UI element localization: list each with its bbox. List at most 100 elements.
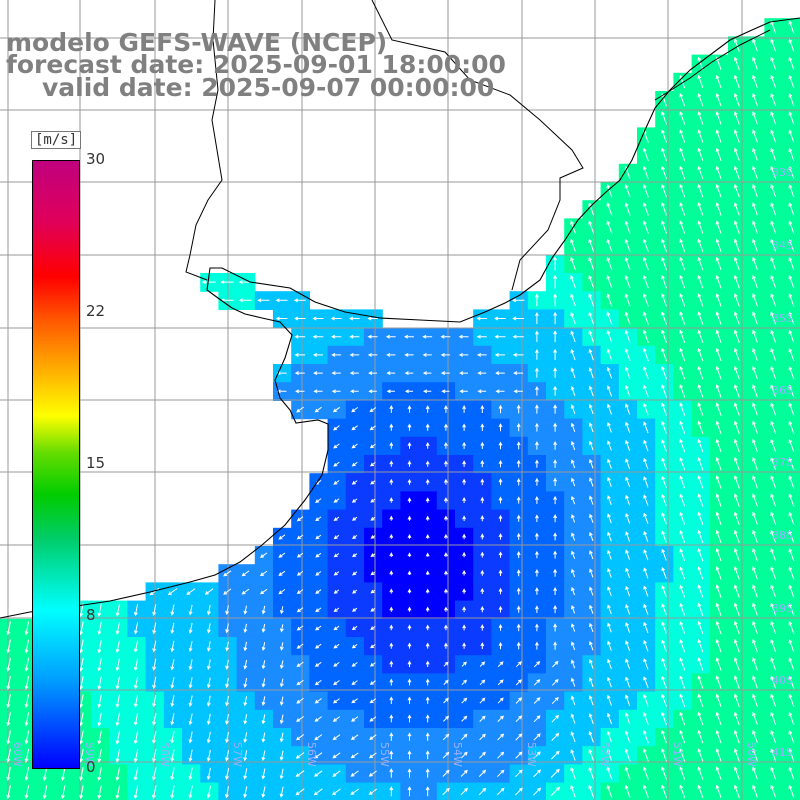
- wind-arrow: [79, 730, 84, 745]
- wind-arrow: [553, 568, 558, 577]
- wind-arrow: [642, 784, 649, 798]
- wind-arrow: [170, 767, 175, 781]
- wind-arrow: [443, 624, 448, 631]
- wind-arrow: [697, 56, 704, 70]
- wind-arrow: [480, 404, 485, 413]
- wind-arrow: [152, 694, 157, 708]
- wind-arrow: [332, 752, 341, 759]
- wind-arrow: [715, 165, 722, 180]
- wind-arrow: [788, 74, 795, 89]
- wind-arrow: [643, 512, 649, 524]
- wind-arrow: [697, 129, 704, 143]
- wind-arrow: [494, 334, 506, 339]
- wind-arrow: [607, 658, 612, 670]
- title-model: modelo GEFS-WAVE (NCEP): [6, 28, 388, 57]
- wind-arrow: [606, 748, 613, 762]
- wind-arrow: [479, 679, 486, 686]
- wind-arrow: [188, 785, 193, 799]
- wind-arrow: [349, 371, 359, 376]
- wind-arrow: [733, 766, 740, 780]
- wind-arrow: [407, 768, 412, 778]
- wind-arrow: [206, 749, 211, 762]
- wind-arrow: [752, 438, 758, 453]
- wind-arrow: [152, 767, 157, 781]
- wind-arrow: [534, 623, 539, 632]
- wind-arrow: [534, 422, 539, 432]
- wind-arrow: [752, 493, 758, 507]
- wind-arrow: [607, 604, 612, 615]
- latitude-label: 41S: [772, 746, 793, 759]
- wind-arrow: [315, 552, 322, 558]
- wind-arrow: [752, 202, 758, 216]
- wind-arrow: [243, 750, 248, 762]
- wind-arrow: [606, 366, 613, 379]
- wind-arrow: [606, 712, 613, 725]
- coastline: [0, 0, 800, 619]
- wind-arrow: [570, 659, 576, 669]
- wind-arrow: [479, 733, 486, 741]
- wind-arrow: [752, 275, 758, 289]
- wind-arrow: [534, 385, 539, 396]
- wind-arrow: [350, 734, 359, 741]
- wind-arrow: [152, 785, 157, 800]
- wind-arrow: [97, 676, 102, 690]
- wind-arrow: [607, 495, 612, 506]
- latitude-label: 33S: [772, 166, 793, 179]
- wind-arrow: [588, 367, 594, 379]
- wind-arrow: [589, 568, 594, 578]
- wind-arrow: [770, 238, 777, 252]
- wind-arrow: [314, 734, 323, 741]
- wind-arrow: [516, 404, 521, 414]
- wind-arrow: [588, 784, 595, 798]
- wind-arrow: [97, 748, 102, 763]
- wind-arrow: [370, 571, 376, 576]
- wind-arrow: [624, 366, 631, 379]
- wind-arrow: [279, 660, 284, 670]
- wind-arrow: [498, 623, 503, 631]
- wind-arrow: [79, 785, 84, 800]
- wind-arrow: [571, 623, 576, 632]
- wind-arrow: [42, 767, 48, 781]
- wind-arrow: [61, 767, 66, 781]
- wind-arrow: [296, 516, 304, 522]
- wind-arrow: [715, 730, 722, 744]
- wind-arrow: [788, 548, 795, 562]
- wind-arrow: [642, 766, 649, 780]
- wind-arrow: [243, 641, 248, 652]
- wind-arrow: [443, 715, 450, 722]
- wind-arrow: [624, 766, 631, 780]
- wind-arrow: [570, 477, 576, 487]
- wind-arrow: [441, 389, 450, 394]
- wind-arrow: [752, 74, 758, 89]
- wind-arrow: [697, 202, 704, 216]
- wind-arrow: [79, 676, 84, 690]
- wind-arrow: [550, 786, 561, 797]
- wind-arrow: [313, 389, 323, 394]
- wind-arrow: [752, 639, 758, 653]
- wind-arrow: [589, 622, 594, 633]
- wind-arrow: [422, 352, 432, 357]
- wind-arrow: [588, 202, 595, 216]
- wind-arrow: [679, 147, 686, 161]
- wind-arrow: [715, 457, 722, 471]
- wind-arrow: [425, 678, 430, 686]
- wind-arrow: [370, 535, 376, 539]
- wind-arrow: [661, 421, 667, 434]
- wind-arrow: [553, 440, 558, 450]
- wind-arrow: [367, 352, 378, 357]
- wind-arrow: [642, 293, 649, 307]
- wind-arrow: [715, 293, 722, 307]
- wind-arrow: [606, 348, 613, 361]
- wind-arrow: [188, 604, 193, 616]
- wind-arrow: [516, 459, 521, 468]
- wind-arrow: [389, 478, 394, 485]
- wind-arrow: [442, 733, 450, 741]
- wind-arrow: [788, 602, 795, 616]
- wind-arrow: [425, 750, 430, 760]
- wind-arrow: [225, 677, 229, 689]
- wind-arrow: [296, 406, 304, 413]
- wind-arrow: [293, 298, 306, 303]
- wind-arrow: [606, 329, 613, 343]
- wind-arrow: [367, 316, 378, 321]
- wind-arrow: [625, 513, 631, 524]
